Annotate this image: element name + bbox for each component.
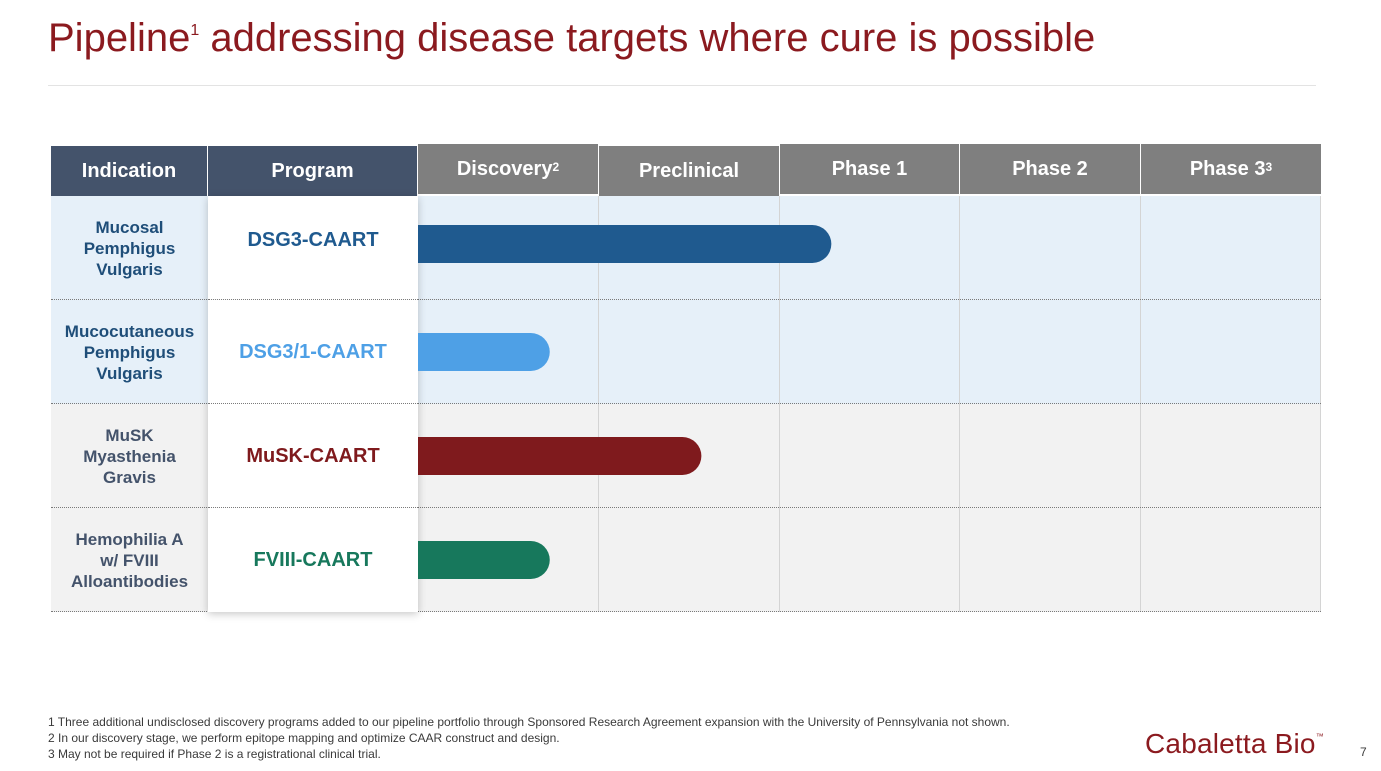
stage-divider (1140, 196, 1141, 612)
header-program: Program (208, 146, 417, 196)
indication-mucosal-pv: Mucosal Pemphigus Vulgaris (83, 217, 176, 279)
stage-divider (1320, 196, 1321, 612)
program-musk-caart: MuSK-CAART (246, 444, 380, 467)
indication-musk-mg: MuSK Myasthenia Gravis (83, 425, 176, 487)
pipeline-bars (418, 225, 832, 579)
footnote-2: 2 In our discovery stage, we perform epi… (48, 731, 560, 745)
stage-divider (779, 196, 780, 612)
progress-bar-start (418, 437, 437, 475)
row-separator (51, 403, 1321, 404)
company-logo: Cabaletta Bio™ (1145, 728, 1324, 759)
program-separator (208, 299, 418, 300)
indication-hemophilia-a: Hemophilia A w/ FVIII Alloantibodies (70, 529, 189, 591)
row-separator (51, 299, 1321, 300)
row-separator (51, 611, 1321, 612)
footnote-3: 3 May not be required if Phase 2 is a re… (48, 747, 381, 761)
program-fviii-caart: FVIII-CAART (253, 548, 373, 571)
program-dsg3-caart: DSG3-CAART (247, 228, 379, 251)
header-indication: Indication (51, 146, 207, 196)
row-separator (51, 507, 1321, 508)
program-dsg3-1-caart: DSG3/1-CAART (239, 340, 387, 363)
header-phase-1: Phase 1 (780, 144, 959, 194)
indication-mucocutaneous-pv: Mucocutaneous Pemphigus Vulgaris (64, 321, 195, 383)
progress-bar-fviii-caart (418, 541, 550, 579)
progress-bar-dsg3-1-caart (418, 333, 550, 371)
stage-divider (598, 196, 599, 612)
progress-bar-start (418, 541, 437, 579)
header-discovery: Discovery 2 (418, 144, 598, 194)
program-separator (208, 507, 418, 508)
header-preclinical: Preclinical (599, 146, 779, 196)
title-footnote-marker: 1 (190, 22, 200, 39)
pipeline-table: Indication Program Discovery 2 Preclinica… (51, 144, 1321, 612)
footnote-1: 1 Three additional undisclosed discovery… (48, 715, 1010, 729)
footnotes: 1 Three additional undisclosed discovery… (48, 714, 1010, 762)
slide-title: Pipeline1 addressing disease targets whe… (48, 16, 1096, 60)
title-divider (48, 85, 1316, 86)
program-column (208, 196, 418, 612)
progress-bar-start (418, 225, 437, 263)
stage-divider (959, 196, 960, 612)
page-number: 7 (1360, 745, 1367, 759)
progress-bar-musk-caart (418, 437, 702, 475)
progress-bar-dsg3-caart (418, 225, 832, 263)
header-phase-2: Phase 2 (960, 144, 1140, 194)
progress-bar-start (418, 333, 437, 371)
program-separator (208, 403, 418, 404)
